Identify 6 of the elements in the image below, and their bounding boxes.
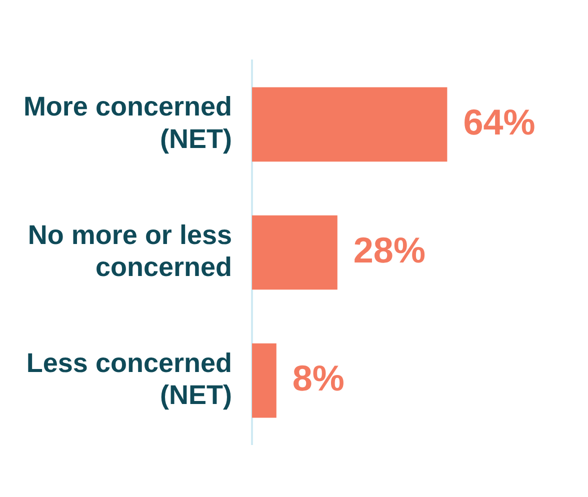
data-label: 64% [463,101,536,142]
y-tick-label: Less concerned (NET) [26,348,232,410]
y-tick-label: More concerned (NET) [23,92,232,154]
data-label: 8% [292,357,344,398]
y-tick-label: No more or less concerned [28,220,232,282]
data-label: 28% [353,229,426,270]
